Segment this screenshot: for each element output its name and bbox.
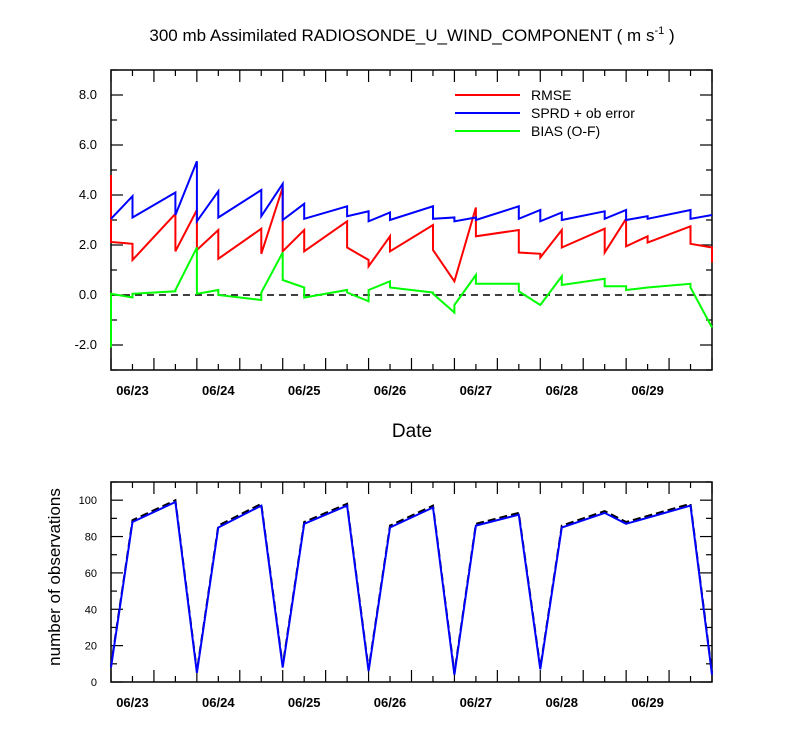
series-line-bias-o-f [110,247,713,348]
x-tick-label: 06/27 [460,383,493,398]
x-tick-label: 06/29 [631,383,664,398]
series-line-assimilated [110,500,713,675]
x-tick-label: 06/24 [202,695,235,710]
chart-title-superscript: -1 [654,25,664,37]
legend-label: BIAS (O-F) [531,123,600,139]
top-plot: -2.0 0.0 2.0 4.0 6.0 8.0 06/23 06/24 06/25 06/26… [75,69,713,398]
top-ticks [110,69,713,371]
y-tick-label: 100 [79,495,97,507]
y-tick-label: 0.0 [79,287,97,302]
chart-title-main: 300 mb Assimilated RADIOSONDE_U_WIND_COM… [149,26,654,45]
x-tick-label: 06/26 [374,695,407,710]
x-tick-label: 06/28 [545,695,578,710]
y-tick-label: 60 [85,568,97,580]
bottom-plot-frame [110,481,713,683]
y-tick-label: 2.0 [79,237,97,252]
chart-title: 300 mb Assimilated RADIOSONDE_U_WIND_COM… [149,25,674,45]
bottom-ticks [110,481,713,683]
y-tick-label: 20 [85,641,97,653]
top-series [110,160,713,348]
y-tick-label: 4.0 [79,187,97,202]
bottom-series [110,498,713,675]
y-tick-label: 40 [85,604,97,616]
bottom-x-tick-labels: 06/23 06/24 06/25 06/26 06/27 06/28 06/29 [116,695,664,710]
bottom-y-tick-labels: 0 20 40 60 80 100 [79,495,97,689]
y-tick-label: 80 [85,532,97,544]
y-tick-label: -2.0 [75,337,97,352]
x-tick-label: 06/27 [460,695,493,710]
x-tick-label: 06/25 [288,383,321,398]
x-tick-label: 06/23 [116,695,149,710]
x-tick-label: 06/25 [288,695,321,710]
x-axis-label: Date [392,421,432,442]
x-tick-label: 06/24 [202,383,235,398]
chart-title-suffix: ) [664,26,674,45]
x-tick-label: 06/23 [116,383,149,398]
legend-label: SPRD + ob error [531,105,635,121]
y-axis-label-observations: number of observations [45,488,64,666]
y-tick-label: 0 [91,677,97,689]
y-tick-label: 8.0 [79,87,97,102]
x-tick-label: 06/26 [374,383,407,398]
x-tick-label: 06/28 [545,383,578,398]
top-y-tick-labels: -2.0 0.0 2.0 4.0 6.0 8.0 [75,87,97,352]
legend-label: RMSE [531,87,571,103]
legend: RMSE SPRD + ob error BIAS (O-F) [455,87,635,139]
series-line-rmse [110,175,713,284]
series-line-sprd-ob-error [110,160,713,225]
y-tick-label: 6.0 [79,137,97,152]
x-tick-label: 06/29 [631,695,664,710]
top-x-tick-labels: 06/23 06/24 06/25 06/26 06/27 06/28 06/29 [116,383,664,398]
